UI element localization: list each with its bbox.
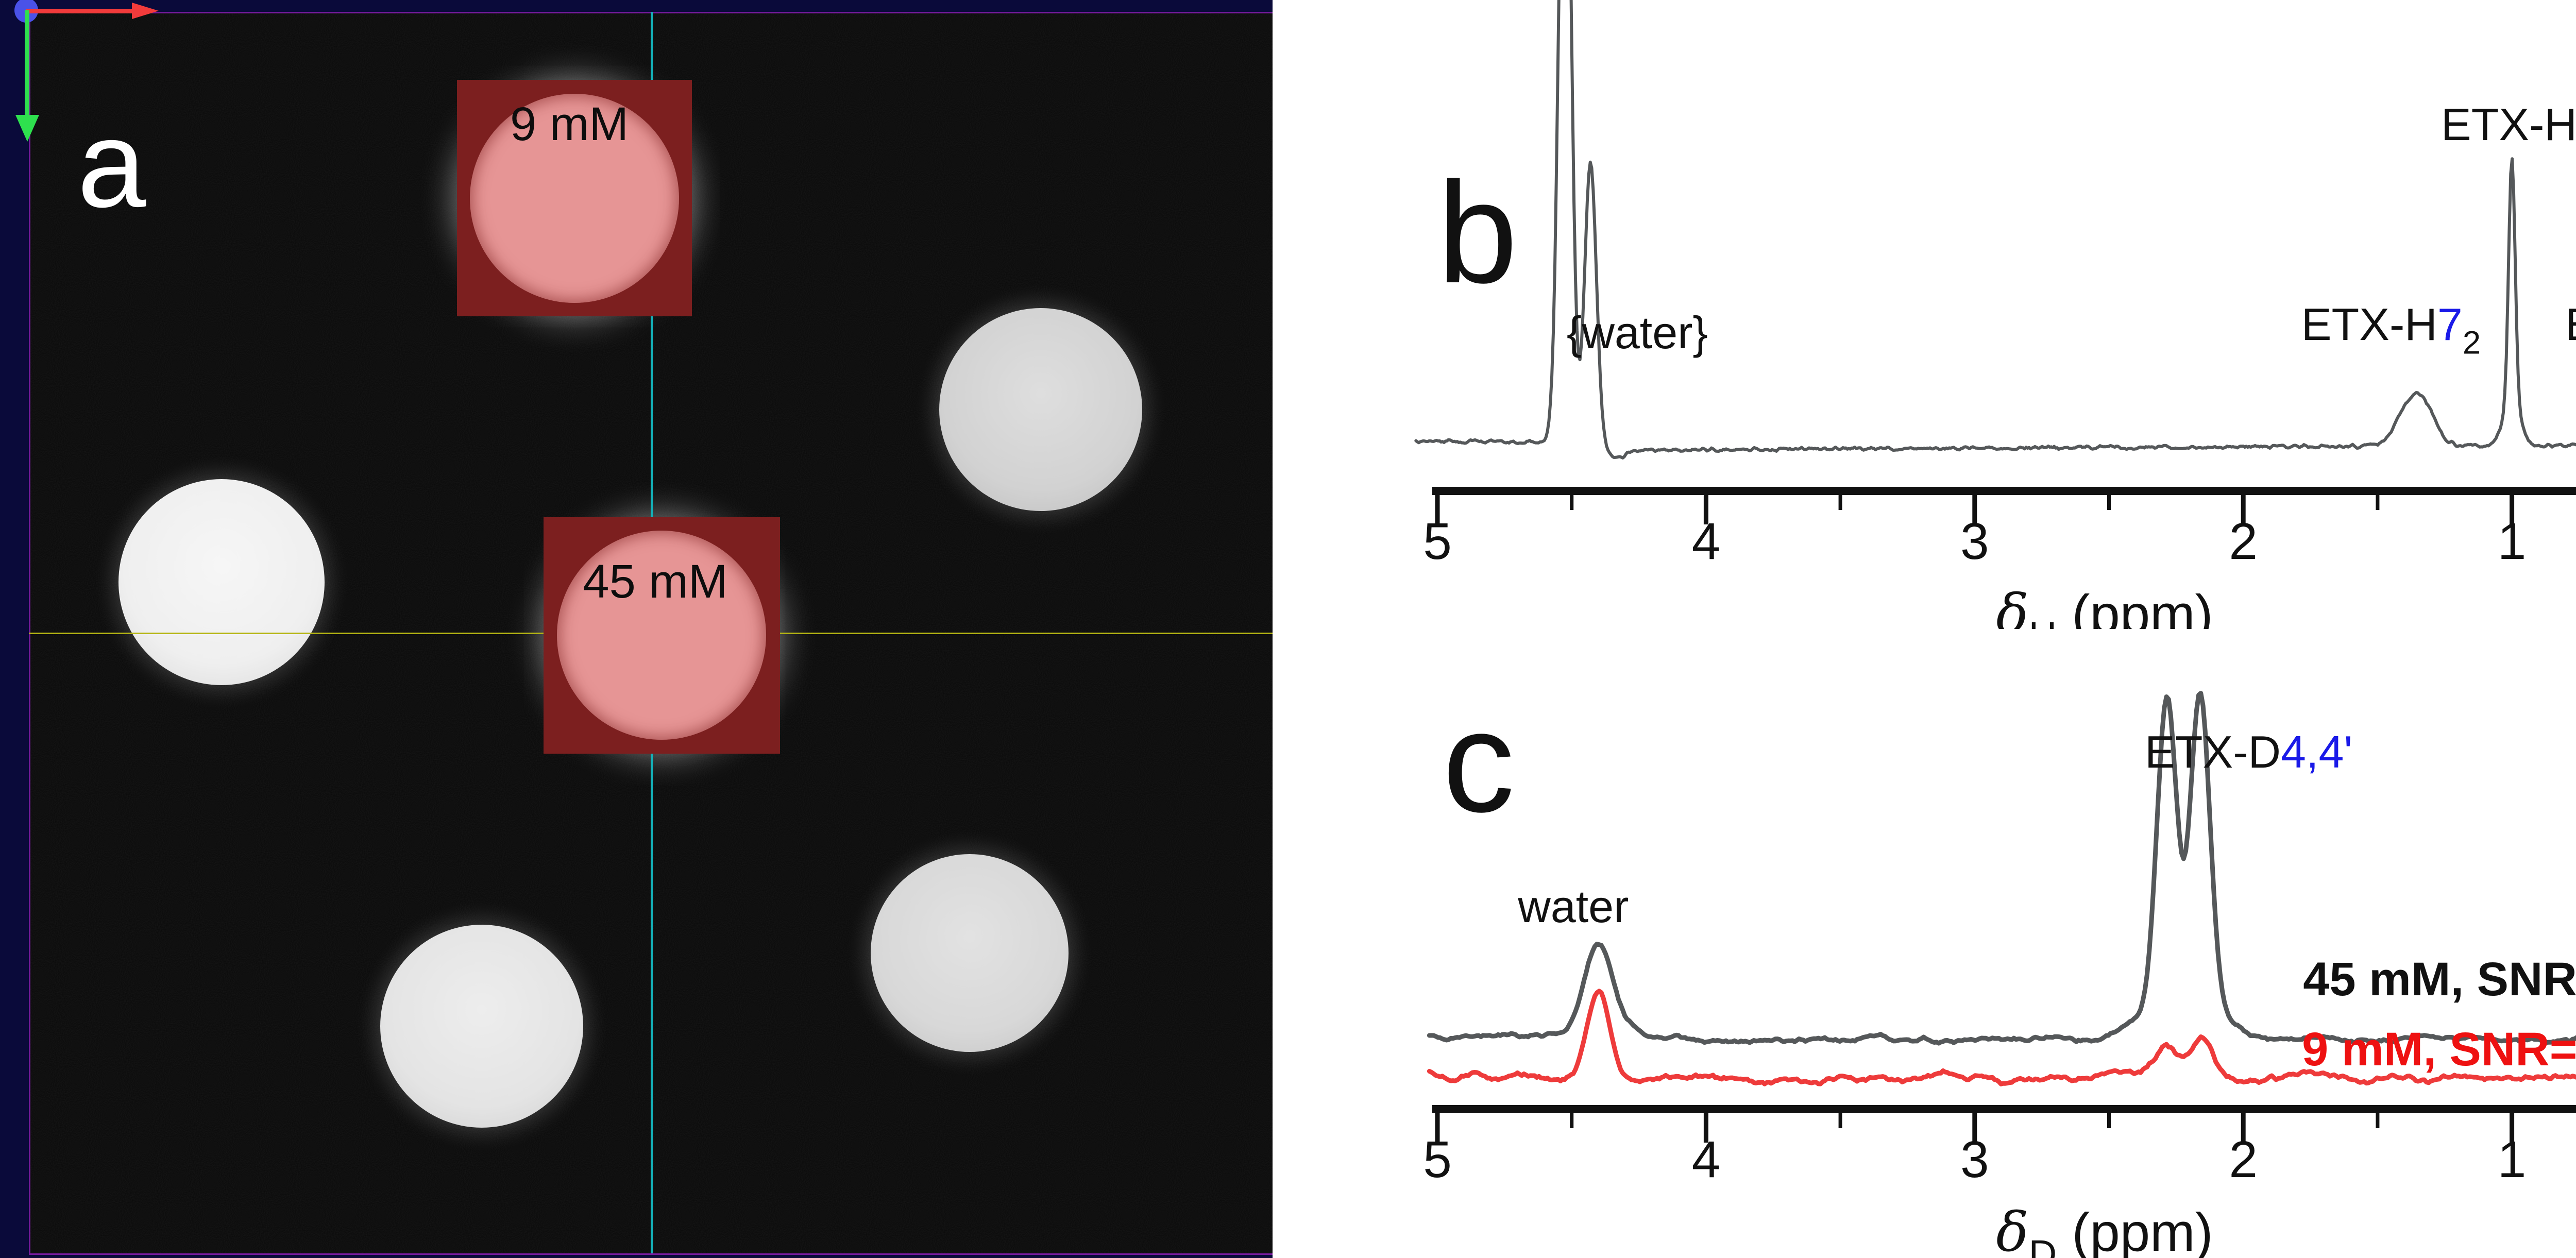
label-part: 9 mM, SNR=9 xyxy=(2302,1023,2576,1076)
x-axis-tick-label: 1 xyxy=(2498,1131,2527,1188)
x-axis-minor-tick xyxy=(2107,1113,2111,1128)
label-part: δ xyxy=(1996,1201,2028,1258)
x-axis-minor-tick xyxy=(1838,495,1842,510)
x-axis-tick-label: 3 xyxy=(1960,1131,1989,1188)
roi-label-45mM: 45 mM xyxy=(583,555,728,608)
label-part: ETX-D xyxy=(2145,726,2281,777)
x-axis-major-tick xyxy=(2241,495,2246,524)
x-axis-tick-label: 2 xyxy=(2229,1131,2258,1188)
x-axis-major-tick xyxy=(1972,495,1977,524)
peak-annotation: water xyxy=(1517,881,1629,932)
x-axis-minor-tick xyxy=(2376,495,2380,510)
x-axis-minor-tick xyxy=(1570,495,1574,510)
phantom-tube-left xyxy=(118,479,325,685)
roi-circle-9mM xyxy=(470,94,679,303)
x-axis-tick-label: 3 xyxy=(1960,513,1989,570)
peak-annotation: ETX-H72 xyxy=(2301,299,2481,361)
x-axis-title: δD (ppm) xyxy=(1996,1201,2213,1258)
phantom-tube-bottom-center xyxy=(380,925,583,1128)
phantom-tube-top-right xyxy=(939,308,1142,511)
label-part: 7 xyxy=(2437,299,2463,350)
label-part: ETX-H xyxy=(2441,99,2576,150)
peak-annotation: {water} xyxy=(1567,307,1708,358)
x-axis-tick-label: 2 xyxy=(2229,513,2258,570)
peak-annotation: 9 mM, SNR=9 xyxy=(2302,1023,2576,1076)
peak-annotation: ETX-H83 xyxy=(2565,299,2576,361)
x-axis-tick-label: 5 xyxy=(1423,1131,1452,1188)
label-part: {water} xyxy=(1567,307,1708,358)
spectrum-trace-9-mM-SNR-9 xyxy=(1427,989,2576,1086)
orientation-x-axis-arrow xyxy=(26,9,133,13)
x-axis-major-tick xyxy=(1435,495,1440,524)
x-axis-tick-label: 5 xyxy=(1423,513,1452,570)
x-axis-minor-tick xyxy=(1570,1113,1574,1128)
peak-annotation: ETX-H93 xyxy=(2441,99,2576,161)
spectrum-trace-45-mM-SNR-50 xyxy=(1427,691,2576,1046)
panel-a-mri-view: 9 mM 45 mM a xyxy=(0,0,1273,1258)
label-part: 45 mM, SNR=50 xyxy=(2303,953,2576,1006)
label-part: water xyxy=(1517,881,1629,932)
panel-a-letter: a xyxy=(77,95,146,233)
panel-b-1H-spectrum: 543210δH (ppm)b{water}ETX-H72ETX-H93ETX-… xyxy=(1414,0,2576,629)
x-axis-major-tick xyxy=(1972,1113,1977,1143)
x-axis-major-tick xyxy=(1703,495,1708,524)
label-part: ETX-H xyxy=(2301,299,2437,350)
label-part: ETX-H xyxy=(2565,299,2576,350)
x-axis-major-tick xyxy=(2510,495,2515,524)
x-axis-bar xyxy=(1432,1105,2576,1113)
panel-letter: b xyxy=(1437,152,1518,313)
x-axis-major-tick xyxy=(2510,1113,2515,1143)
x-axis-tick-label: 4 xyxy=(1692,513,1721,570)
orientation-y-arrowhead-icon xyxy=(15,115,39,142)
phantom-tube-bottom-right xyxy=(871,854,1069,1052)
x-axis-tick-label: 4 xyxy=(1692,1131,1721,1188)
x-axis-title: δH (ppm) xyxy=(1996,583,2213,629)
orientation-y-axis-arrow xyxy=(25,10,29,116)
label-part: δ xyxy=(1996,583,2028,629)
x-axis-minor-tick xyxy=(2376,1113,2380,1128)
roi-circle-45mM xyxy=(557,531,766,740)
roi-label-9mM: 9 mM xyxy=(510,98,629,150)
x-axis-minor-tick xyxy=(2107,495,2111,510)
label-part: 4,4' xyxy=(2281,726,2352,777)
x-axis-major-tick xyxy=(1703,1113,1708,1143)
x-axis-major-tick xyxy=(1435,1113,1440,1143)
spectrum-trace-45-mM xyxy=(1414,0,2576,460)
label-part: (ppm) xyxy=(2057,1202,2213,1258)
panel-letter: c xyxy=(1443,682,1515,842)
x-axis-minor-tick xyxy=(1838,1113,1842,1128)
label-part: H xyxy=(2029,615,2057,630)
label-part: D xyxy=(2029,1233,2057,1258)
peak-annotation: 45 mM, SNR=50 xyxy=(2303,953,2576,1006)
peak-annotation: ETX-D4,4' xyxy=(2145,726,2352,777)
orientation-x-arrowhead-icon xyxy=(132,3,159,19)
x-axis-bar xyxy=(1432,487,2576,495)
label-part: 2 xyxy=(2463,325,2481,361)
label-part: (ppm) xyxy=(2057,584,2213,629)
x-axis-tick-label: 1 xyxy=(2498,513,2527,570)
x-axis-major-tick xyxy=(2241,1113,2246,1143)
